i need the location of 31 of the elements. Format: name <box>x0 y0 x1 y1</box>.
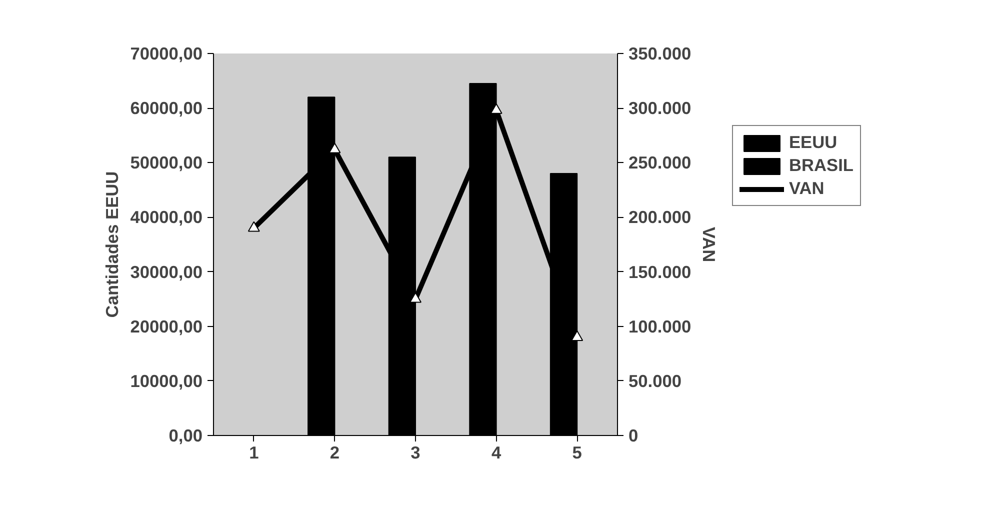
point <box>248 221 260 232</box>
y-tick-label: 70000,00 <box>130 44 203 64</box>
point <box>328 142 341 154</box>
y-tick-label: 20000,00 <box>130 316 203 336</box>
y2-axis-title: VAN <box>699 226 720 262</box>
y-tick-label: 60000,00 <box>130 98 203 118</box>
y2-tick-label: 200.000 <box>628 207 692 228</box>
legend-label: BRASIL <box>789 155 854 176</box>
point <box>410 292 422 303</box>
y-tick-label: 10000,00 <box>130 370 203 391</box>
y-tick-label: 50000,00 <box>130 152 203 173</box>
y2-tick-label: 0 <box>628 426 638 446</box>
y-axis-title: Cantidades EEUU <box>102 171 122 318</box>
x-tick-label: 4 <box>491 442 502 462</box>
y-tick-label: 0,00 <box>168 426 203 446</box>
y2-tick-label: 250.000 <box>628 152 692 173</box>
y-tick-label: 40000,00 <box>130 207 203 228</box>
y2-tick-label: 150.000 <box>628 262 692 282</box>
legend-label: EEUU <box>789 132 838 153</box>
y2-tick-label: 100.000 <box>628 316 692 336</box>
y2-tick-label: 50.000 <box>628 370 682 391</box>
y2-tick-label: 350.000 <box>628 44 692 64</box>
point <box>571 330 584 341</box>
x-tick-label: 5 <box>572 442 582 462</box>
legend-label: VAN <box>789 178 824 199</box>
x-tick-label: 3 <box>410 442 421 462</box>
x-tick-label: 2 <box>330 442 340 462</box>
y-tick-label: 30000,00 <box>130 262 203 282</box>
y2-tick-label: 300.000 <box>628 98 692 118</box>
point <box>490 103 502 114</box>
x-tick-label: 1 <box>249 442 260 462</box>
